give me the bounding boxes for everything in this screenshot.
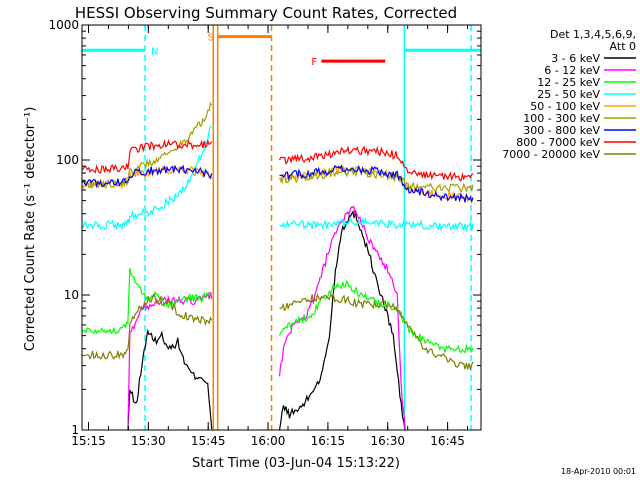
x-tick-label: 15:15 xyxy=(71,434,106,448)
y-tick-label: 10 xyxy=(64,288,79,302)
series-line-8 xyxy=(81,292,474,370)
x-tick-label: 16:30 xyxy=(370,434,405,448)
x-tick-label: 16:45 xyxy=(430,434,465,448)
flag-label: S xyxy=(208,33,214,44)
legend-label: 25 - 50 keV xyxy=(537,88,600,101)
x-tick-label: 16:00 xyxy=(251,434,286,448)
axes-layer: 1 10 100 1000 15:15 15:30 15:45 16:00 16:15 16:30… xyxy=(48,18,482,448)
y-tick-label: 100 xyxy=(56,153,79,167)
flag-label: F xyxy=(311,57,317,68)
series-line-6 xyxy=(81,164,474,204)
legend-label: 100 - 300 keV xyxy=(523,112,600,125)
y-axis-label: Corrected Count Rate (s⁻¹ detector⁻¹) xyxy=(23,107,38,352)
x-axis-label: Start Time (03-Jun-04 15:13:22) xyxy=(192,456,400,471)
legend-header: Det 1,3,4,5,6,9, xyxy=(550,28,636,41)
legend-label: 12 - 25 keV xyxy=(537,76,600,89)
legend-label: 7000 - 20000 keV xyxy=(502,148,600,161)
series-line-2 xyxy=(81,267,474,354)
series-line-7 xyxy=(81,139,474,182)
legend-label: 50 - 100 keV xyxy=(530,100,600,113)
chart-title: HESSI Observing Summary Count Rates, Cor… xyxy=(75,4,457,22)
series-layer xyxy=(81,101,474,431)
x-tick-label: 15:45 xyxy=(191,434,226,448)
flag-label: N xyxy=(151,46,158,57)
legend-label: 800 - 7000 keV xyxy=(516,136,600,149)
x-tick-label: 15:30 xyxy=(131,434,166,448)
series-line-0 xyxy=(127,210,406,431)
legend-label: 300 - 800 keV xyxy=(523,124,600,137)
series-line-3 xyxy=(81,125,474,233)
plot-frame xyxy=(81,24,482,431)
legend-label: 3 - 6 keV xyxy=(551,52,600,65)
series-line-5 xyxy=(81,101,474,194)
timestamp-label: 18-Apr-2010 00:01 xyxy=(561,467,636,476)
legend-label: 6 - 12 keV xyxy=(544,64,600,77)
x-tick-label: 16:15 xyxy=(311,434,346,448)
y-tick-label: 1000 xyxy=(48,18,79,32)
y-tick-label: 1 xyxy=(71,423,79,437)
legend-header: Att 0 xyxy=(610,40,636,53)
